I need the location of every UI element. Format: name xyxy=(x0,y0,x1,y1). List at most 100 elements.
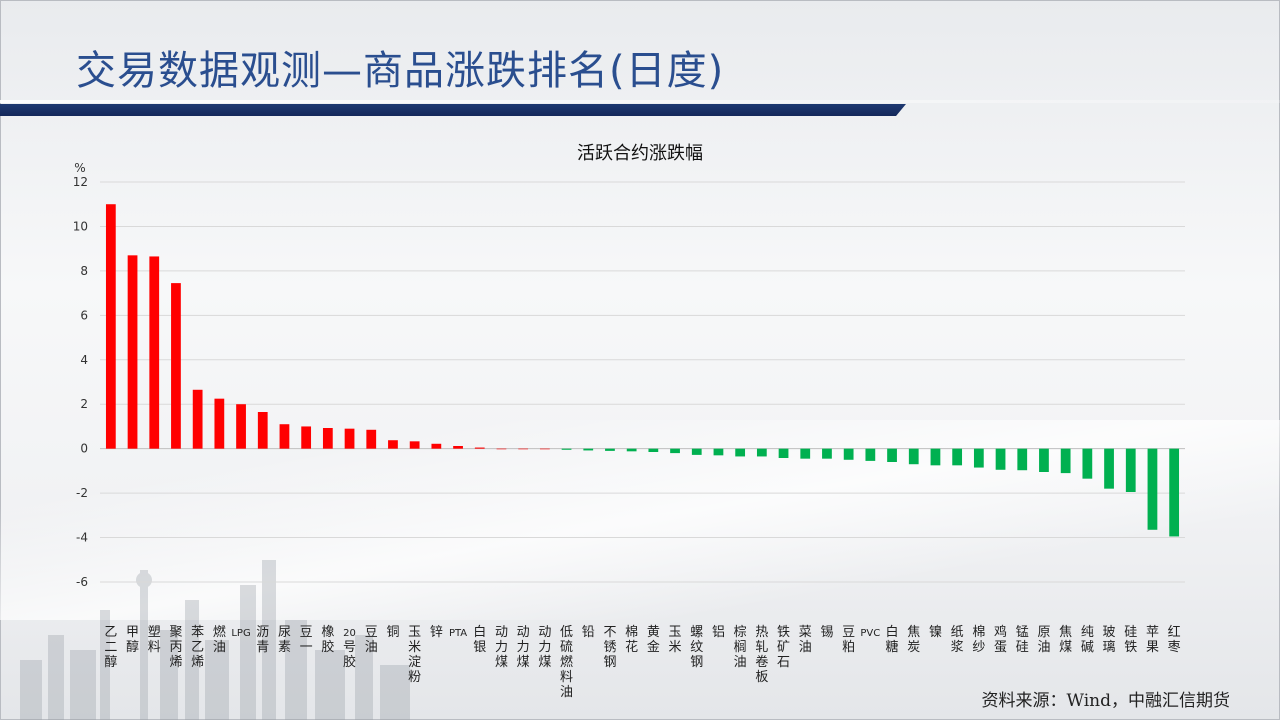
x-tick-label: 聚丙烯 xyxy=(169,625,182,670)
bar xyxy=(236,404,246,449)
x-tick-label: 燃油 xyxy=(213,624,226,655)
title-underline-bar xyxy=(0,104,906,116)
x-tick-label: 豆一 xyxy=(300,625,313,655)
x-tick-label: 玻璃 xyxy=(1103,625,1116,655)
bar xyxy=(431,443,442,449)
x-tick-label: 热轧卷板 xyxy=(755,625,768,685)
bar xyxy=(1082,448,1093,479)
x-tick-label: 镍 xyxy=(929,625,942,640)
x-tick-label: 锰硅 xyxy=(1016,625,1029,655)
x-tick-label: 棉纱 xyxy=(972,625,985,655)
x-tick-label: 纯碱 xyxy=(1081,625,1094,655)
bar xyxy=(865,448,876,461)
bar xyxy=(496,448,507,450)
grid-lines xyxy=(100,181,1185,583)
bar xyxy=(648,448,659,452)
bar xyxy=(518,448,529,450)
x-tick-label: 甲醇 xyxy=(126,625,139,655)
y-axis-unit-label: % xyxy=(74,161,85,175)
bar xyxy=(279,424,290,449)
y-tick-label: 8 xyxy=(80,264,88,278)
x-tick-label: 尿素 xyxy=(278,625,291,655)
x-tick-label: 苹果 xyxy=(1146,625,1159,655)
source-note: 资料来源：Wind，中融汇信期货 xyxy=(981,691,1230,711)
x-tick-label: 苯乙烯 xyxy=(191,625,204,670)
x-tick-label: 铜 xyxy=(386,625,399,640)
bar xyxy=(127,255,138,449)
y-tick-label: 12 xyxy=(73,175,88,189)
bar xyxy=(713,448,724,456)
bar xyxy=(105,204,116,449)
x-tick-label: 不锈钢 xyxy=(603,625,616,670)
bar xyxy=(366,429,377,449)
bar xyxy=(778,448,789,458)
title-underline-highlight xyxy=(0,100,1280,103)
bar xyxy=(149,256,160,449)
y-tick-label: -6 xyxy=(76,575,88,589)
bar xyxy=(583,448,594,451)
bar xyxy=(1125,448,1136,492)
x-tick-label: 白银 xyxy=(473,624,486,655)
y-tick-label: 6 xyxy=(80,308,88,322)
bars xyxy=(105,204,1180,537)
x-tick-label: 铝 xyxy=(712,625,725,640)
bar xyxy=(756,448,767,457)
bar xyxy=(626,448,637,452)
x-tick-label: 豆粕 xyxy=(842,625,855,655)
x-tick-label: 锡 xyxy=(820,625,833,640)
bar xyxy=(995,448,1006,470)
x-tick-label: 豆油 xyxy=(365,625,378,655)
bar xyxy=(1060,448,1071,474)
bar xyxy=(887,448,897,462)
x-tick-label: 动力煤 xyxy=(517,625,530,670)
x-tick-label: 铁矿石 xyxy=(777,625,790,670)
x-tick-label: 黄金 xyxy=(647,625,660,655)
bar xyxy=(409,441,420,449)
chart-title: 活跃合约涨跌幅 xyxy=(577,143,703,164)
bar xyxy=(1147,448,1158,530)
x-tick-label: 硅铁 xyxy=(1124,625,1137,655)
bar xyxy=(539,448,550,450)
bar xyxy=(670,448,680,454)
x-tick-label: 动力煤 xyxy=(495,625,508,670)
bar xyxy=(800,448,811,459)
x-tick-label: PVC xyxy=(860,628,880,639)
bar xyxy=(301,426,312,449)
y-tick-label: 4 xyxy=(80,353,88,367)
bar xyxy=(453,446,463,449)
bar xyxy=(214,398,225,449)
bar xyxy=(257,412,268,449)
y-tick-label: 10 xyxy=(73,219,88,233)
x-tick-label: 焦煤 xyxy=(1059,625,1072,655)
x-tick-label: 铅 xyxy=(582,625,595,640)
city-skyline-decoration xyxy=(20,560,410,720)
bar xyxy=(822,448,832,459)
bar xyxy=(735,448,746,457)
x-tick-label: 棕榈油 xyxy=(734,625,747,670)
x-tick-label: 锌 xyxy=(430,625,443,640)
x-tick-label: 动力煤 xyxy=(538,625,551,670)
x-tick-label: 棉花 xyxy=(625,625,638,655)
x-tick-label: 白糖 xyxy=(886,624,899,655)
page-title: 交易数据观测—商品涨跌排名(日度) xyxy=(76,48,725,94)
bar xyxy=(843,448,854,460)
bar xyxy=(1104,448,1114,489)
x-tick-label: 红枣 xyxy=(1168,624,1181,655)
bar xyxy=(605,448,615,451)
y-tick-label: -2 xyxy=(76,486,88,500)
x-tick-label: 橡胶 xyxy=(321,625,334,655)
x-tick-label: LPG xyxy=(231,628,250,639)
y-axis-ticks: -6 -4 -2 0 2 4 6 8 10 12 xyxy=(73,175,88,589)
bar xyxy=(908,448,919,465)
x-tick-label: 乙二醇 xyxy=(104,625,117,670)
x-tick-label: 玉米淀粉 xyxy=(408,625,421,685)
bar xyxy=(1017,448,1028,471)
x-tick-label: 原油 xyxy=(1037,625,1050,655)
y-tick-label: -4 xyxy=(76,531,88,545)
bar xyxy=(930,448,941,466)
bar xyxy=(192,389,203,449)
y-tick-label: 0 xyxy=(80,442,88,456)
x-tick-label: 螺纹钢 xyxy=(690,625,703,670)
x-tick-label: 焦炭 xyxy=(907,625,920,655)
